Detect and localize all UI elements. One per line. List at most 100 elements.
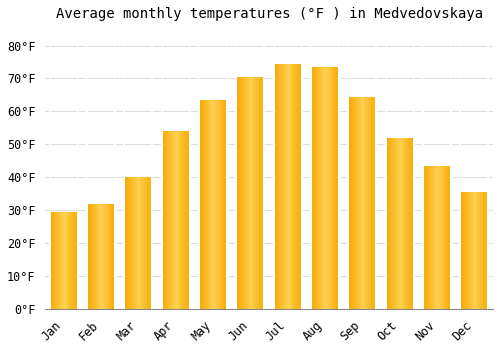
- Bar: [238, 77, 240, 309]
- Bar: [442, 166, 444, 309]
- Bar: [245, 77, 246, 309]
- Bar: [434, 166, 435, 309]
- Bar: [73, 212, 74, 309]
- Bar: [186, 131, 187, 309]
- Bar: [178, 131, 180, 309]
- Bar: [299, 64, 300, 309]
- Bar: [204, 100, 206, 309]
- Bar: [283, 64, 284, 309]
- Bar: [285, 64, 286, 309]
- Bar: [216, 100, 217, 309]
- Bar: [312, 67, 313, 309]
- Bar: [89, 204, 90, 309]
- Bar: [110, 204, 112, 309]
- Bar: [368, 97, 369, 309]
- Bar: [241, 77, 242, 309]
- Bar: [103, 204, 104, 309]
- Bar: [465, 192, 466, 309]
- Bar: [162, 131, 164, 309]
- Bar: [408, 138, 409, 309]
- Bar: [332, 67, 334, 309]
- Bar: [257, 77, 258, 309]
- Bar: [128, 177, 129, 309]
- Title: Average monthly temperatures (°F ) in Medvedovskaya: Average monthly temperatures (°F ) in Me…: [56, 7, 482, 21]
- Bar: [189, 131, 190, 309]
- Bar: [336, 67, 337, 309]
- Bar: [112, 204, 114, 309]
- Bar: [374, 97, 376, 309]
- Bar: [260, 77, 262, 309]
- Bar: [326, 67, 327, 309]
- Bar: [215, 100, 216, 309]
- Bar: [479, 192, 480, 309]
- Bar: [483, 192, 484, 309]
- Bar: [435, 166, 436, 309]
- Bar: [311, 67, 312, 309]
- Bar: [246, 77, 248, 309]
- Bar: [248, 77, 250, 309]
- Bar: [425, 166, 426, 309]
- Bar: [460, 192, 462, 309]
- Bar: [402, 138, 404, 309]
- Bar: [75, 212, 76, 309]
- Bar: [175, 131, 176, 309]
- Bar: [286, 64, 287, 309]
- Bar: [203, 100, 204, 309]
- Bar: [210, 100, 212, 309]
- Bar: [63, 212, 64, 309]
- Bar: [218, 100, 220, 309]
- Bar: [256, 77, 257, 309]
- Bar: [365, 97, 366, 309]
- Bar: [131, 177, 132, 309]
- Bar: [480, 192, 481, 309]
- Bar: [439, 166, 440, 309]
- Bar: [469, 192, 470, 309]
- Bar: [59, 212, 60, 309]
- Bar: [392, 138, 393, 309]
- Bar: [108, 204, 110, 309]
- Bar: [105, 204, 106, 309]
- Bar: [371, 97, 372, 309]
- Bar: [474, 192, 476, 309]
- Bar: [428, 166, 430, 309]
- Bar: [441, 166, 442, 309]
- Bar: [281, 64, 282, 309]
- Bar: [145, 177, 146, 309]
- Bar: [143, 177, 144, 309]
- Bar: [208, 100, 210, 309]
- Bar: [318, 67, 320, 309]
- Bar: [126, 177, 128, 309]
- Bar: [369, 97, 370, 309]
- Bar: [202, 100, 203, 309]
- Bar: [449, 166, 450, 309]
- Bar: [477, 192, 478, 309]
- Bar: [258, 77, 259, 309]
- Bar: [242, 77, 243, 309]
- Bar: [354, 97, 355, 309]
- Bar: [356, 97, 357, 309]
- Bar: [50, 212, 51, 309]
- Bar: [396, 138, 397, 309]
- Bar: [201, 100, 202, 309]
- Bar: [77, 212, 78, 309]
- Bar: [423, 166, 424, 309]
- Bar: [280, 64, 281, 309]
- Bar: [426, 166, 427, 309]
- Bar: [404, 138, 406, 309]
- Bar: [409, 138, 410, 309]
- Bar: [393, 138, 394, 309]
- Bar: [250, 77, 252, 309]
- Bar: [410, 138, 411, 309]
- Bar: [372, 97, 374, 309]
- Bar: [142, 177, 143, 309]
- Bar: [315, 67, 316, 309]
- Bar: [325, 67, 326, 309]
- Bar: [397, 138, 398, 309]
- Bar: [352, 97, 353, 309]
- Bar: [93, 204, 94, 309]
- Bar: [68, 212, 70, 309]
- Bar: [138, 177, 140, 309]
- Bar: [446, 166, 448, 309]
- Bar: [348, 97, 350, 309]
- Bar: [290, 64, 292, 309]
